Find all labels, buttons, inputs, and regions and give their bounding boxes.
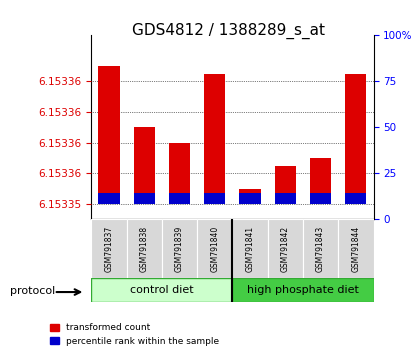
Text: control diet: control diet <box>130 285 194 295</box>
Text: GSM791841: GSM791841 <box>246 225 254 272</box>
FancyBboxPatch shape <box>232 219 268 278</box>
Text: protocol: protocol <box>10 286 56 296</box>
Bar <box>204 74 225 204</box>
Bar <box>275 193 296 204</box>
FancyBboxPatch shape <box>91 219 127 278</box>
Bar <box>239 193 261 204</box>
Text: GSM791838: GSM791838 <box>140 225 149 272</box>
Bar <box>98 193 120 204</box>
Bar <box>275 166 296 204</box>
Bar <box>239 189 261 204</box>
Bar <box>345 74 366 204</box>
Bar <box>98 66 120 204</box>
FancyBboxPatch shape <box>91 278 232 302</box>
Bar <box>345 193 366 204</box>
Bar <box>169 193 190 204</box>
FancyBboxPatch shape <box>338 219 374 278</box>
Bar <box>204 193 225 204</box>
Bar <box>310 158 331 204</box>
FancyBboxPatch shape <box>197 219 232 278</box>
Text: GSM791842: GSM791842 <box>281 225 290 272</box>
FancyBboxPatch shape <box>232 278 374 302</box>
FancyBboxPatch shape <box>268 219 303 278</box>
Text: high phosphate diet: high phosphate diet <box>247 285 359 295</box>
FancyBboxPatch shape <box>127 219 162 278</box>
Text: GSM791837: GSM791837 <box>105 225 113 272</box>
Bar <box>134 193 155 204</box>
Bar <box>169 143 190 204</box>
Text: GSM791843: GSM791843 <box>316 225 325 272</box>
Bar <box>134 127 155 204</box>
Legend: transformed count, percentile rank within the sample: transformed count, percentile rank withi… <box>46 320 222 349</box>
FancyBboxPatch shape <box>303 219 338 278</box>
Text: GSM791840: GSM791840 <box>210 225 219 272</box>
Text: GSM791839: GSM791839 <box>175 225 184 272</box>
Text: GSM791844: GSM791844 <box>352 225 360 272</box>
FancyBboxPatch shape <box>162 219 197 278</box>
Text: GDS4812 / 1388289_s_at: GDS4812 / 1388289_s_at <box>132 23 325 39</box>
Bar <box>310 193 331 204</box>
